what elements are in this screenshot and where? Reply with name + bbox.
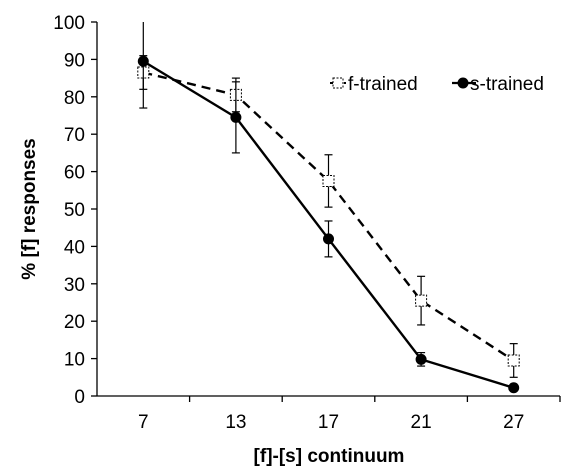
legend-label-s-trained: s-trained: [470, 74, 544, 95]
legend: f-trained s-trained: [330, 74, 544, 95]
x-tick-label: 13: [225, 412, 246, 433]
legend-marker-f-trained: [332, 77, 344, 89]
legend-label-f-trained: f-trained: [348, 74, 418, 95]
data-point-s-trained: [137, 55, 149, 67]
series-f-trained: [137, 55, 520, 378]
y-tick-label: 0: [74, 387, 85, 408]
legend-entry-f-trained: f-trained: [330, 74, 418, 95]
x-tick-label: 21: [411, 412, 432, 433]
data-point-f-trained: [507, 354, 520, 367]
y-tick-label: 30: [64, 275, 85, 296]
y-tick-label: 40: [64, 237, 85, 258]
y-tick-label: 100: [53, 13, 85, 34]
series-line-f-trained: [143, 71, 515, 362]
x-tick-label: 27: [503, 412, 524, 433]
data-point-f-trained: [415, 294, 428, 307]
data-point-s-trained: [230, 111, 242, 123]
data-point-s-trained: [415, 353, 427, 365]
legend-entry-s-trained: s-trained: [452, 74, 544, 95]
legend-marker-s-trained: [457, 77, 469, 89]
data-point-f-trained: [322, 174, 335, 187]
y-tick-label: 90: [64, 50, 85, 71]
x-tick-label: 17: [318, 412, 339, 433]
x-axis-ticks: 7 13 17 21 27: [138, 396, 561, 433]
series-s-trained: [137, 22, 520, 394]
y-axis-ticks: 0 10 20 30 40 50 60 70 80 90 100: [53, 13, 97, 408]
x-tick-label: 7: [138, 412, 149, 433]
y-tick-label: 60: [64, 163, 85, 184]
y-tick-label: 70: [64, 125, 85, 146]
y-axis-title: % [f] responses: [19, 138, 40, 279]
data-point-s-trained: [508, 382, 520, 394]
data-point-s-trained: [323, 233, 334, 245]
y-tick-label: 20: [64, 312, 85, 333]
y-tick-label: 80: [64, 88, 85, 109]
y-tick-label: 50: [64, 200, 85, 221]
x-axis-title: [f]-[s] continuum: [254, 446, 405, 467]
y-tick-label: 10: [64, 350, 85, 371]
series-layer: [137, 22, 520, 394]
